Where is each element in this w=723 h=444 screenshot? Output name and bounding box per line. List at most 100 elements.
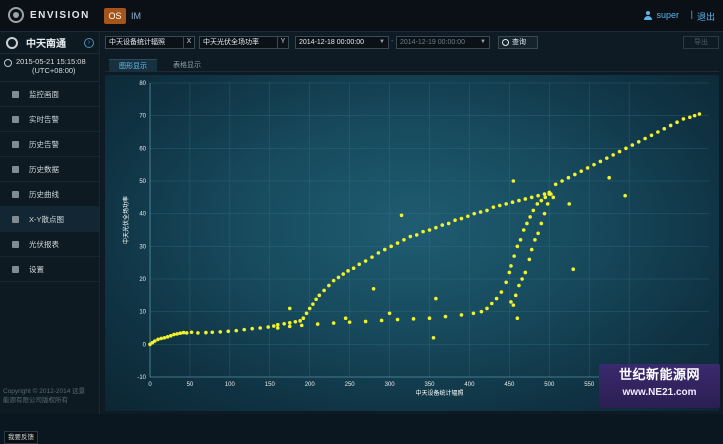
scatter-point — [624, 146, 628, 151]
x-clear-button[interactable]: X — [183, 36, 194, 49]
sidebar-item-xy-scatter[interactable]: X-Y散点图 — [0, 207, 99, 232]
scatter-point — [459, 216, 464, 221]
person-icon — [12, 115, 19, 123]
scatter-point — [307, 306, 312, 311]
feedback-button[interactable]: 我要反馈 — [4, 431, 38, 444]
sidebar-item-settings[interactable]: 设置 — [0, 257, 99, 282]
scatter-point — [494, 296, 499, 301]
main-content: 中天设备统计辐照 X 中天光伏全场功率 Y 2014-12-18 00:00:0… — [101, 32, 723, 414]
scatter-point — [346, 269, 350, 273]
scatter-point — [347, 320, 352, 324]
y-clear-button[interactable]: Y — [277, 36, 288, 49]
sidebar-item-realtime-alarm[interactable]: 实时告警 — [0, 107, 99, 132]
tab-graph[interactable]: 图形显示 — [109, 59, 157, 72]
scatter-point — [315, 322, 320, 326]
scatter-point — [509, 264, 513, 268]
y-field-select[interactable]: 中天光伏全场功率 Y — [199, 36, 289, 49]
scatter-point — [542, 211, 547, 216]
y-tick-label: 80 — [139, 81, 146, 87]
settings-icon — [12, 265, 19, 273]
scatter-point — [275, 322, 280, 327]
y-tick-label: 30 — [139, 244, 146, 250]
scatter-point — [226, 329, 231, 334]
chart-points — [148, 112, 702, 347]
scatter-point — [175, 332, 179, 336]
x-tick-label: 400 — [464, 382, 475, 388]
scatter-point — [363, 259, 368, 263]
site-selector[interactable]: 中天南通 › — [0, 32, 99, 54]
query-button[interactable]: 查询 — [498, 36, 538, 49]
scatter-point — [510, 200, 515, 205]
sidebar-item-label: 设置 — [29, 264, 44, 274]
user-menu[interactable]: super — [644, 10, 679, 20]
y-tick-label: 50 — [139, 179, 146, 185]
sidebar-item-label: 实时告警 — [29, 114, 59, 124]
chevron-right-icon[interactable]: › — [84, 38, 94, 48]
scatter-point — [379, 318, 384, 323]
sidebar: 中天南通 › 2015-05-21 15:15:08 (UTC+08:00) 监… — [0, 32, 100, 444]
scatter-point — [271, 324, 276, 328]
scatter-point — [553, 182, 558, 187]
chevron-down-icon[interactable]: ▼ — [379, 39, 385, 45]
tab-table[interactable]: 表格显示 — [173, 62, 201, 69]
scatter-point — [617, 149, 622, 154]
view-tabs: 图形显示 表格显示 — [105, 59, 719, 72]
scatter-point — [408, 234, 413, 239]
top-bar: ENVISION OS IM super | 退出 — [0, 0, 723, 32]
scatter-point — [162, 336, 167, 340]
x-tick-label: 350 — [424, 382, 435, 388]
sidebar-item-history-data[interactable]: 历史数据 — [0, 157, 99, 182]
sidebar-item-monitor[interactable]: 监控画面 — [0, 82, 99, 107]
clock: 2015-05-21 15:15:08 (UTC+08:00) — [0, 54, 99, 82]
scatter-point — [497, 203, 502, 208]
sidebar-item-history-curve[interactable]: 历史曲线 — [0, 182, 99, 207]
scatter-point — [443, 314, 448, 319]
scatter-point — [421, 229, 425, 234]
curve-icon — [12, 190, 19, 198]
scatter-point — [528, 215, 532, 219]
y-tick-label: 70 — [139, 114, 146, 120]
scatter-point — [668, 123, 673, 128]
scatter-point — [293, 319, 298, 324]
scatter-point — [681, 117, 686, 121]
x-field-value: 中天设备统计辐照 — [109, 39, 165, 46]
scatter-point — [478, 210, 483, 214]
scatter-point — [282, 321, 286, 326]
scatter-point — [692, 113, 697, 118]
scatter-point — [515, 316, 520, 320]
tab-os[interactable]: OS — [104, 8, 126, 24]
x-tick-label: 100 — [225, 382, 236, 388]
export-button[interactable]: 导出 — [683, 36, 719, 49]
scatter-point — [504, 280, 508, 285]
scatter-point — [287, 324, 292, 329]
scatter-point — [592, 162, 596, 167]
tab-im[interactable]: IM — [131, 11, 141, 21]
scatter-point — [509, 300, 513, 304]
logout-link[interactable]: 退出 — [696, 12, 715, 22]
sidebar-item-label: 历史数据 — [29, 164, 59, 174]
scatter-point — [489, 301, 494, 306]
scatter-point — [172, 332, 176, 337]
scatter-point — [527, 257, 532, 262]
chevron-down-icon[interactable]: ▼ — [480, 39, 486, 45]
scatter-point — [504, 202, 508, 206]
x-field-select[interactable]: 中天设备统计辐照 X — [105, 36, 195, 49]
end-date-input[interactable]: 2014-12-19 00:00:00 ▼ — [396, 36, 490, 49]
scatter-point — [542, 192, 547, 196]
scatter-icon — [12, 215, 19, 223]
sidebar-item-history-alarm[interactable]: 历史告警 — [0, 132, 99, 157]
scatter-point — [539, 198, 544, 203]
y-field-value: 中天光伏全场功率 — [203, 39, 259, 46]
scatter-point — [196, 331, 200, 335]
scatter-point — [301, 316, 306, 320]
scatter-point — [549, 192, 553, 196]
scatter-point — [636, 140, 641, 144]
scatter-point — [446, 221, 451, 226]
scatter-point — [630, 143, 635, 147]
sidebar-item-pv-report[interactable]: 光伏报表 — [0, 232, 99, 257]
scatter-point — [411, 317, 416, 321]
scatter-point — [511, 303, 516, 307]
data-icon — [12, 165, 19, 173]
start-date-input[interactable]: 2014-12-18 00:00:00 ▼ — [295, 36, 389, 49]
